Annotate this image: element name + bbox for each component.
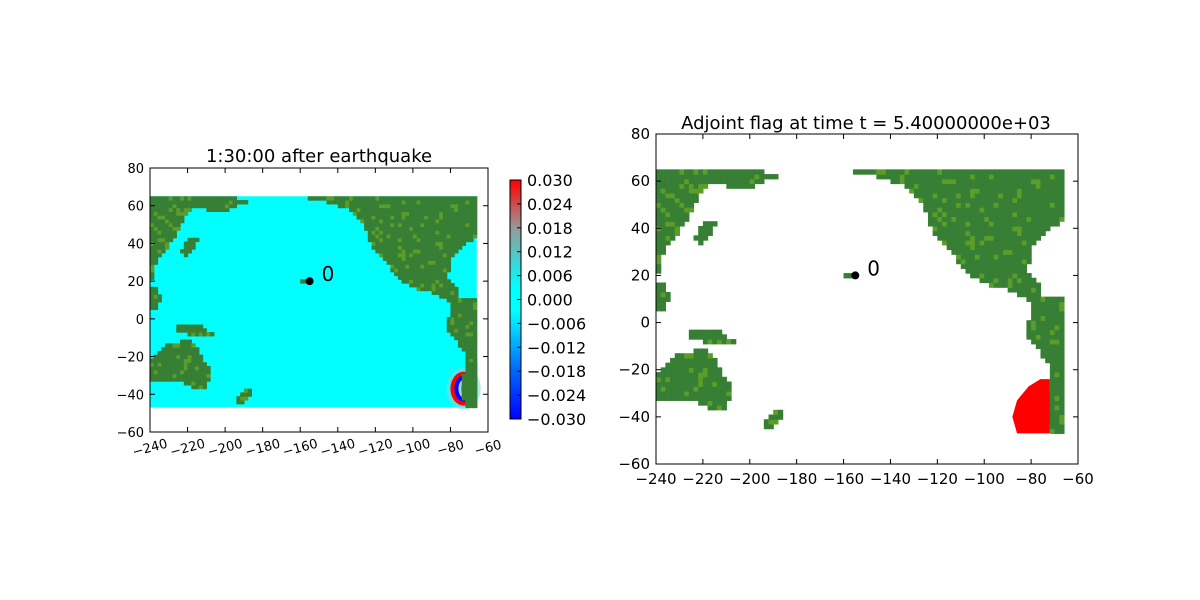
y-tick-label: −20 [117,351,144,366]
surface-gauge-label: 0 [322,262,335,286]
y-tick-label: 40 [631,219,650,237]
x-tick-label: −220 [682,470,723,488]
x-tick-label: −160 [823,470,864,488]
x-tick-label: −120 [356,437,394,461]
x-tick-label: −60 [473,438,503,460]
x-tick-label: −180 [244,437,282,461]
adjoint-flag-region [1012,379,1050,434]
y-tick-label: 20 [127,275,144,290]
x-tick-label: −80 [1015,470,1047,488]
land-cells [656,169,1065,434]
y-tick-label: 0 [640,314,650,332]
y-tick-label: −60 [117,426,144,441]
y-tick-label: 0 [136,313,144,328]
x-tick-label: −80 [435,438,465,460]
colorbar-tick-label: 0.000 [527,291,573,310]
adjoint-gauge-marker: 0 [851,256,880,280]
y-tick-label: 20 [631,266,650,284]
surface-axes-frame [149,167,489,433]
y-tick-label: 60 [631,172,650,190]
y-tick-label: −40 [618,408,650,426]
adjoint-axes-frame [655,133,1079,465]
x-tick-label: −200 [206,437,244,461]
y-tick-label: 80 [631,125,650,143]
adjoint-gauge-label: 0 [867,256,880,280]
colorbar-tick-label: −0.030 [527,410,586,429]
adjoint-chart-title: Adjoint flag at time t = 5.40000000e+03 [681,113,1051,134]
x-tick-label: −220 [168,437,206,461]
colorbar-tick-label: 0.012 [527,243,573,262]
adjoint-x-ticks: −240 −220 −200 −180 −160 −140 −120 −100 −80 −60 [635,134,1094,488]
adjoint-plot-area [656,169,1065,434]
surface-chart-title: 1:30:00 after earthquake [206,146,432,167]
x-tick-label: −140 [870,470,911,488]
x-tick-label: −240 [635,470,676,488]
colorbar-tick-label: −0.006 [527,314,586,333]
x-tick-label: −100 [964,470,1005,488]
surface-plot-area [150,196,481,410]
colorbar-tick-label: 0.006 [527,267,573,286]
x-tick-label: −160 [281,437,319,461]
x-tick-label: −180 [776,470,817,488]
colorbar-tick-label: 0.024 [527,195,573,214]
x-tick-label: −100 [394,437,432,461]
colorbar-tick-label: −0.024 [527,386,586,405]
x-tick-label: −60 [1062,470,1094,488]
colorbar-ticks: 0.030 0.024 0.018 0.012 0.006 0.000 −0.006 −0.0… [517,171,586,429]
y-tick-label: 40 [127,237,144,252]
colorbar-tick-label: −0.012 [527,338,586,357]
y-tick-label: −20 [618,361,650,379]
colorbar: 0.030 0.024 0.018 0.012 0.006 0.000 −0.006 −0.0… [509,171,586,429]
adjoint-panel: Adjoint flag at time t = 5.40000000e+03 … [618,113,1093,488]
x-tick-label: −140 [319,437,357,461]
adjoint-y-ticks: −60 −40 −20 0 20 40 60 80 [618,125,1078,473]
wave-front [446,362,481,410]
y-tick-label: 80 [127,162,144,177]
colorbar-tick-label: −0.018 [527,362,586,381]
colorbar-tick-label: 0.018 [527,219,573,238]
y-tick-label: 60 [127,200,144,215]
adjoint-gauge-dot [851,271,860,280]
y-tick-label: −40 [117,388,144,403]
surface-panel: 1:30:00 after earthquake −240 −220 −200 −18… [117,146,587,460]
y-tick-label: −60 [618,455,650,473]
land-cells [150,196,478,409]
surface-y-ticks: −60 −40 −20 0 20 40 60 80 [117,162,488,441]
surface-gauge-marker: 0 [305,262,335,286]
colorbar-tick-label: 0.030 [527,171,573,190]
surface-gauge-dot [305,277,314,286]
x-tick-label: −200 [729,470,770,488]
x-tick-label: −120 [917,470,958,488]
